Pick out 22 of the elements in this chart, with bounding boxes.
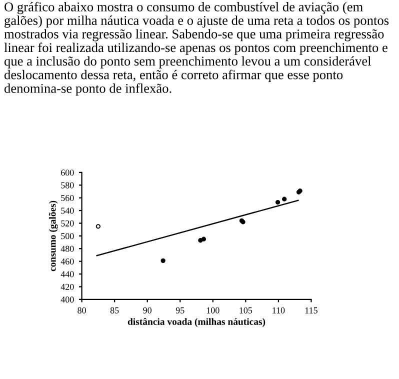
y-tick-label: 540 (61, 208, 74, 214)
y-tick-label: 480 (60, 246, 74, 252)
y-axis-title: consumo (galões) (48, 200, 58, 272)
x-tick-label: 90 (143, 307, 152, 314)
x-tick-label: 100 (206, 307, 220, 314)
x-tick-label: 85 (110, 307, 119, 314)
y-tick-label: 560 (61, 194, 74, 202)
x-axis-title: distância voada (milhas náuticas) (128, 318, 266, 327)
x-tick-label: 105 (240, 307, 252, 314)
y-tick-label: 520 (61, 220, 74, 226)
chart-title: O gráfico abaixo mostra o consumo de combustível de aviação (em galões) por milha náutica voada e o ajuste de uma reta a todos os pontos mostrados via regressão linear. Sabendo-se que uma primeira regressão linear foi realizada utilizando-se apenas os pontos com preenchimento e que a inclusão do ponto sem preenchimento levou a um considerável deslocamento dessa reta, então é correto afirmar que esse ponto denomina-se ponto de inflexão. (4, 2, 389, 96)
x-tick-label: 95 (176, 307, 184, 314)
y-tick-label: 500 (61, 233, 74, 240)
x-tick-label: 80 (78, 307, 86, 314)
y-tick-label: 440 (60, 271, 74, 278)
y-tick-label: 420 (60, 284, 74, 290)
y-tick-label: 460 (60, 258, 74, 265)
y-tick-label: 400 (60, 296, 74, 303)
x-tick-label: 110 (272, 307, 285, 314)
x-tick-label: 115 (305, 307, 318, 314)
y-tick-label: 600 (61, 170, 74, 176)
y-tick-label: 580 (61, 182, 74, 188)
